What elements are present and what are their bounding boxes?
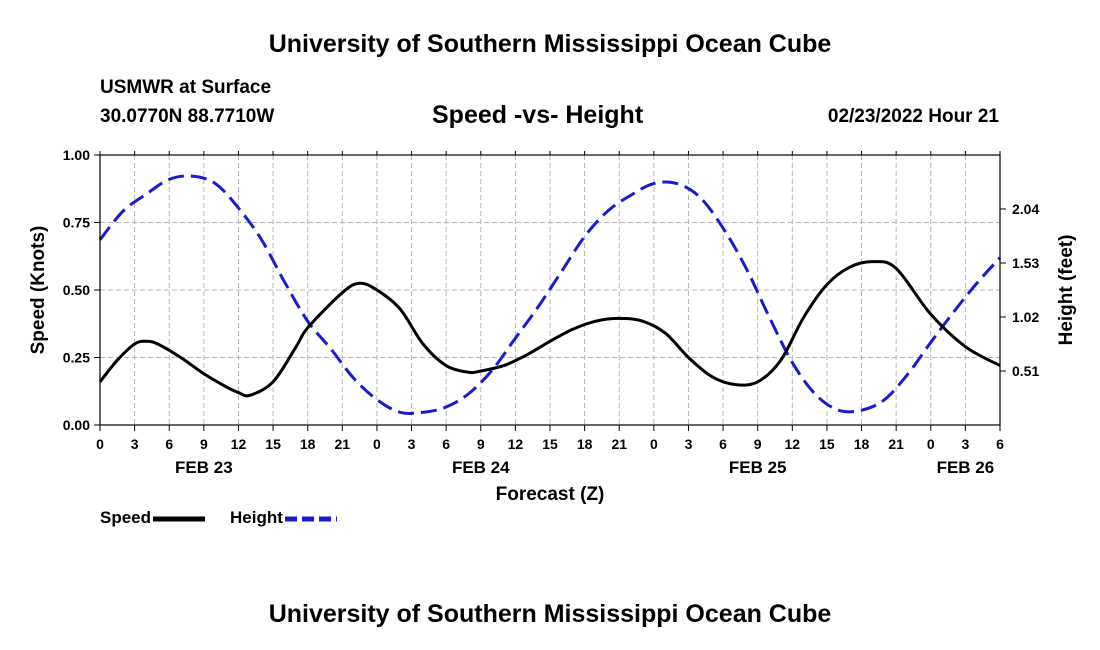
x-tick-label: 6 <box>996 436 1004 452</box>
x-tick-label: 0 <box>96 436 104 452</box>
legend-speed: Speed <box>100 508 207 528</box>
x-tick-label: 18 <box>300 436 316 452</box>
x-tick-label: 21 <box>611 436 627 452</box>
legend-speed-swatch <box>153 516 206 522</box>
chart-date: 02/23/2022 Hour 21 <box>827 106 999 127</box>
y2-axis-title: Height (feet) <box>1056 235 1077 346</box>
x-tick-label: 3 <box>961 436 969 452</box>
chart-title: Speed -vs- Height <box>432 101 644 129</box>
x-tick-label: 9 <box>200 436 208 452</box>
x-tick-label: 3 <box>408 436 416 452</box>
x-axis-title: Forecast (Z) <box>496 484 605 505</box>
station-name: USMWR at Surface <box>100 77 272 98</box>
height-series-line <box>98 174 1002 415</box>
station-coords: 30.0770N 88.7710W <box>100 106 275 127</box>
day-label: FEB 23 <box>175 458 233 477</box>
x-tick-label: 12 <box>231 436 247 452</box>
legend-height-swatch <box>284 516 337 522</box>
y2-tick-label: 2.04 <box>1012 201 1039 217</box>
day-label: FEB 25 <box>729 458 787 477</box>
x-tick-label: 0 <box>650 436 658 452</box>
x-tick-label: 6 <box>442 436 450 452</box>
x-tick-label: 9 <box>477 436 485 452</box>
day-label: FEB 26 <box>937 458 995 477</box>
x-tick-label: 9 <box>754 436 762 452</box>
x-tick-label: 3 <box>685 436 693 452</box>
x-tick-label: 15 <box>265 436 281 452</box>
x-tick-label: 15 <box>542 436 558 452</box>
tick-layer <box>94 151 1006 431</box>
speed-series-line <box>98 260 1001 398</box>
series-layer <box>98 174 1002 415</box>
legend-height-label: Height <box>230 508 283 527</box>
x-tick-label: 18 <box>577 436 593 452</box>
y-tick-label: 0.50 <box>63 282 90 298</box>
y-axis-title: Speed (Knots) <box>28 226 49 355</box>
legend-height: Height <box>230 508 339 528</box>
y-tick-label: 1.00 <box>63 147 90 163</box>
y2-tick-label: 1.02 <box>1012 309 1039 325</box>
x-tick-label: 12 <box>508 436 524 452</box>
x-tick-label: 0 <box>927 436 935 452</box>
x-tick-label: 12 <box>785 436 801 452</box>
x-tick-label: 21 <box>335 436 351 452</box>
main-title: University of Southern Mississippi Ocean… <box>268 30 832 58</box>
x-tick-label: 15 <box>819 436 835 452</box>
x-tick-label: 6 <box>719 436 727 452</box>
y-tick-label: 0.25 <box>63 350 90 366</box>
x-tick-label: 18 <box>854 436 870 452</box>
y-tick-label: 0.75 <box>63 215 90 231</box>
x-tick-label: 3 <box>131 436 139 452</box>
label-layer: 0 3 6 9 12 15 18 21 0 3 6 9 12 15 18 21 0 3 6 9 12 15 18 21 0 3 6 0… <box>28 147 1077 505</box>
day-label: FEB 24 <box>452 458 510 477</box>
legend-speed-label: Speed <box>100 508 152 527</box>
y-tick-label: 0.00 <box>63 417 90 433</box>
y2-tick-label: 1.53 <box>1012 255 1039 271</box>
x-tick-label: 0 <box>373 436 381 452</box>
x-tick-label: 6 <box>165 436 173 452</box>
x-tick-label: 21 <box>888 436 904 452</box>
footer-title: University of Southern Mississippi Ocean… <box>268 600 832 628</box>
y2-tick-label: 0.51 <box>1012 363 1039 379</box>
